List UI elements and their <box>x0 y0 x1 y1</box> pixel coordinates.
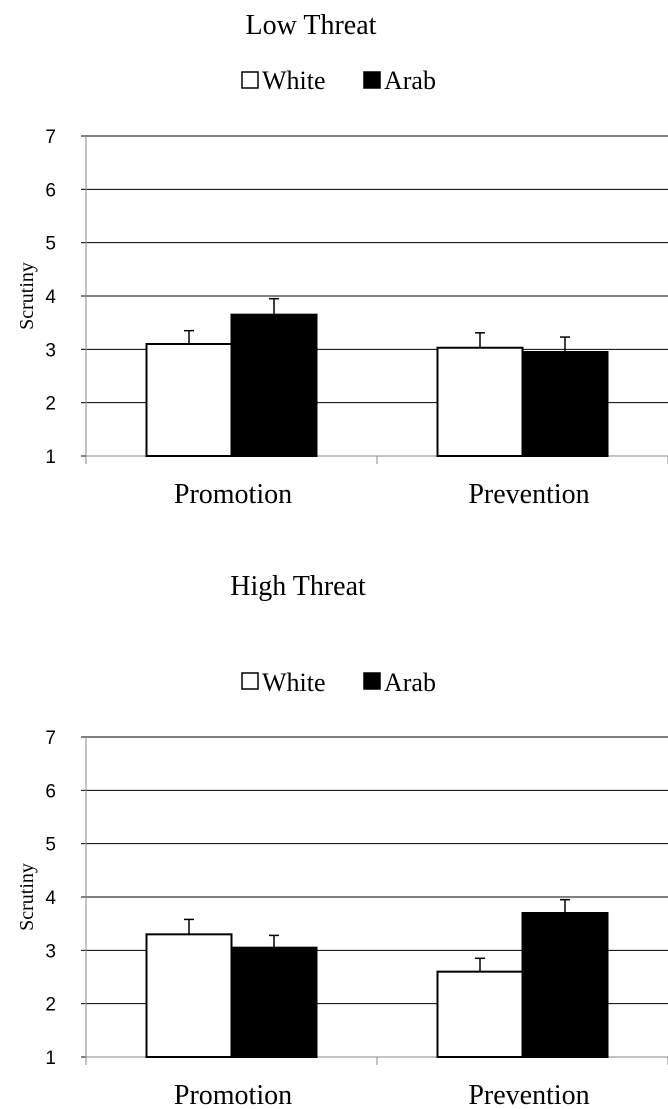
legend: White Arab <box>241 66 436 95</box>
legend-swatch-white <box>241 672 259 690</box>
x-tick-label: Promotion <box>174 1080 292 1109</box>
y-tick-label: 6 <box>45 781 56 802</box>
y-tick-label: 7 <box>45 127 56 148</box>
x-tick-label: Promotion <box>174 479 292 510</box>
legend: White Arab <box>241 668 436 697</box>
y-tick-label: 3 <box>45 340 56 361</box>
bar-white <box>436 970 524 1058</box>
plot-area: 1 2 3 4 5 6 7 <box>45 728 668 1069</box>
y-tick-label: 1 <box>45 447 56 468</box>
legend-label-white: White <box>262 66 326 95</box>
x-tick-label: Prevention <box>468 479 589 510</box>
x-tick-labels: Promotion Prevention <box>174 479 590 510</box>
y-tick-label: 1 <box>45 1048 56 1069</box>
y-tick-label: 5 <box>45 234 56 255</box>
chart-low-threat: Low Threat White Arab Scrutiny 1 2 3 4 5 6 7 P… <box>0 0 668 530</box>
bar-arab <box>521 351 609 457</box>
y-tick-label: 6 <box>45 180 56 201</box>
y-tick-label: 4 <box>45 888 56 909</box>
chart-svg: Low Threat White Arab Scrutiny 1 2 3 4 5 6 7 P… <box>16 10 668 510</box>
x-tick-label: Prevention <box>468 1080 589 1109</box>
legend-swatch-arab <box>363 71 381 89</box>
bar-white <box>145 933 233 1059</box>
bar-arab <box>521 912 609 1058</box>
plot-area: 1 2 3 4 5 6 7 <box>45 127 668 468</box>
y-tick-label: 2 <box>45 995 56 1016</box>
y-tick-label: 5 <box>45 835 56 856</box>
y-tick-label: 3 <box>45 941 56 962</box>
legend-swatch-arab <box>363 672 381 690</box>
chart-title: Low Threat <box>246 10 377 41</box>
x-tick-labels: Promotion Prevention <box>174 1080 590 1109</box>
y-tick-label: 4 <box>45 287 56 308</box>
chart-svg: High Threat White Arab Scrutiny 1234567 … <box>16 571 668 1109</box>
y-tick-label: 7 <box>45 728 56 749</box>
legend-label-arab: Arab <box>384 668 436 697</box>
y-tick-label: 2 <box>45 394 56 415</box>
bar-white <box>436 346 524 458</box>
bar-arab <box>230 313 318 457</box>
legend-label-white: White <box>262 668 326 697</box>
bar-arab <box>230 946 318 1058</box>
y-axis-label: Scrutiny <box>16 262 38 330</box>
bar-white <box>145 343 233 457</box>
chart-title: High Threat <box>230 571 366 602</box>
legend-swatch-white <box>241 71 259 89</box>
legend-label-arab: Arab <box>384 66 436 95</box>
y-axis-label: Scrutiny <box>16 863 38 931</box>
